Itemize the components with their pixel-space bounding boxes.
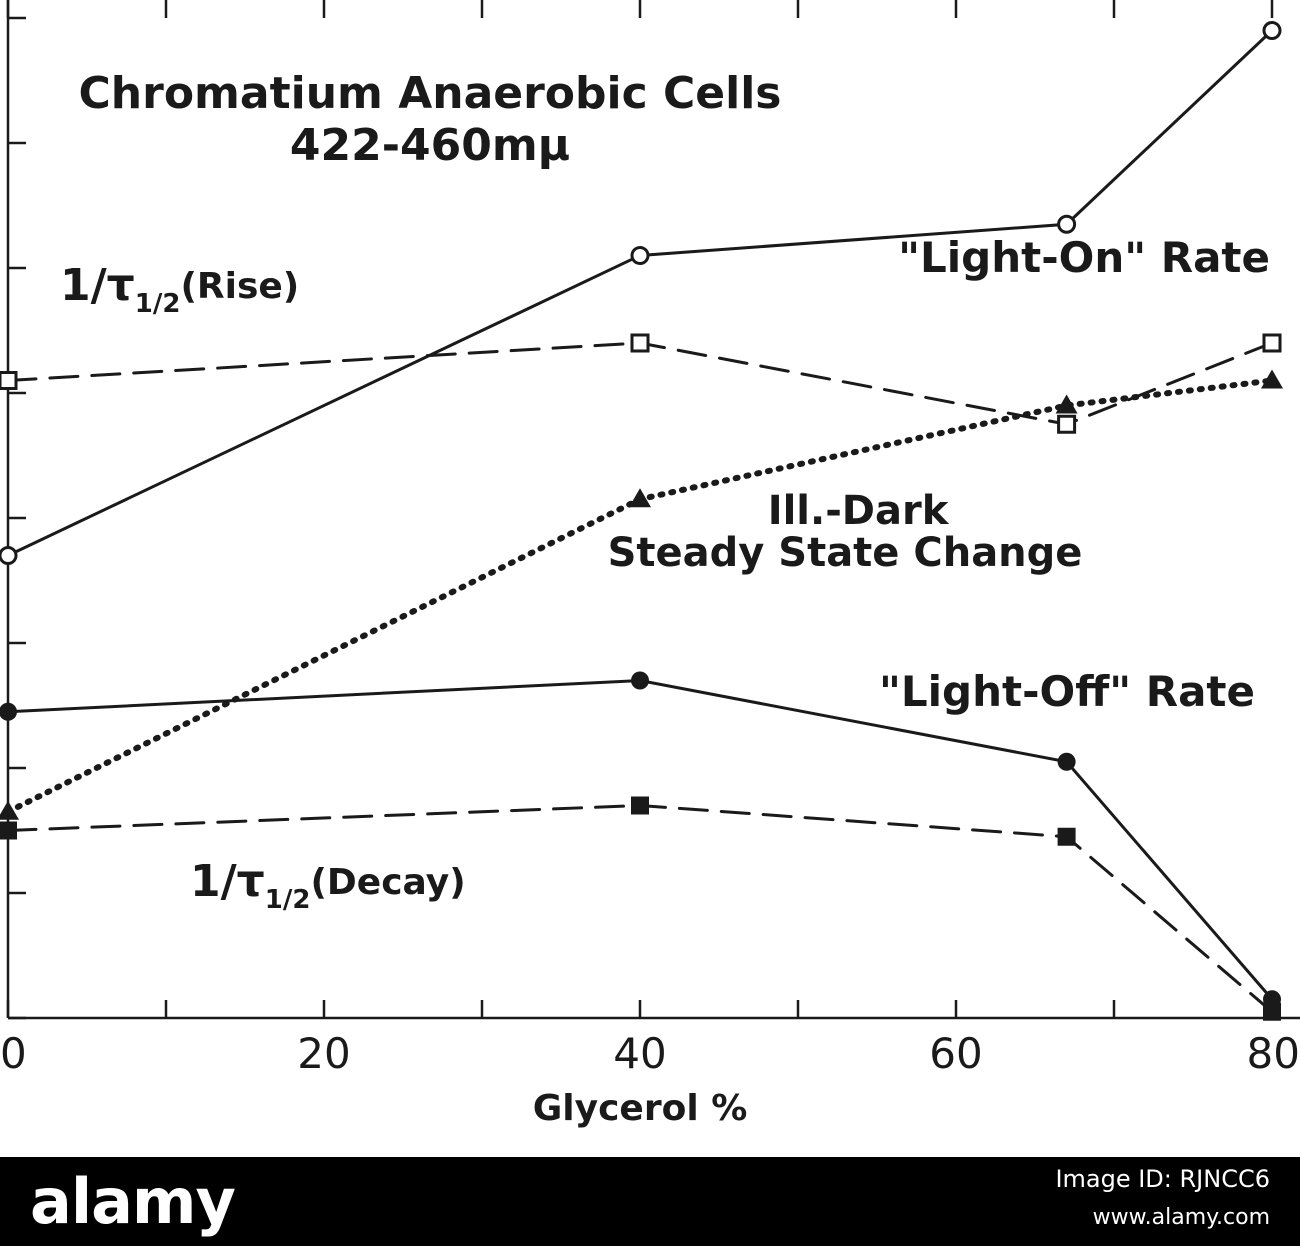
data-point — [1055, 394, 1078, 414]
data-point — [630, 333, 650, 353]
x-tick-label: 0 — [0, 1029, 27, 1078]
data-point — [1261, 369, 1283, 389]
series-3 — [0, 369, 1283, 820]
rise-label-suffix: (Rise) — [180, 266, 299, 307]
chart-title: Chromatium Anaerobic Cells — [79, 68, 782, 119]
data-point — [1263, 1002, 1281, 1021]
series-line — [6, 803, 1274, 1014]
decay-label: 1/τ1/2(Decay) — [190, 856, 466, 915]
ill-dark-label-line1: Ill.-Dark — [768, 488, 950, 534]
x-tick-label: 40 — [613, 1029, 666, 1078]
data-point — [1057, 752, 1076, 771]
series-layer — [0, 21, 1283, 1021]
rise-label-prefix: 1/τ — [60, 260, 135, 311]
data-point — [631, 671, 649, 690]
data-point — [0, 821, 17, 840]
data-point — [1262, 333, 1282, 353]
series-line — [6, 29, 1274, 557]
ill-dark-label-line2: Steady State Change — [608, 530, 1083, 576]
light-on-label: "Light-On" Rate — [898, 233, 1270, 282]
chart-subtitle: 422-460mμ — [290, 120, 570, 171]
data-point — [630, 246, 650, 265]
series-2 — [0, 333, 1282, 434]
x-tick-labels: 0 20 40 60 80 — [0, 1029, 1300, 1078]
series-line — [5, 377, 1275, 815]
rise-label-sub: 1/2 — [135, 289, 181, 319]
brand-logo[interactable]: alamy — [30, 1165, 236, 1238]
decay-label-prefix: 1/τ — [190, 856, 265, 907]
site-url[interactable]: www.alamy.com — [1092, 1205, 1270, 1230]
series-1 — [0, 21, 1282, 565]
data-point — [629, 488, 651, 508]
x-tick-label: 20 — [297, 1029, 350, 1078]
data-point — [0, 800, 19, 820]
y-ticks — [8, 16, 26, 1020]
series-4 — [0, 671, 1281, 1009]
data-point — [0, 546, 18, 565]
x-tick-label: 80 — [1247, 1029, 1300, 1078]
data-point — [1057, 414, 1077, 434]
light-off-label: "Light-Off" Rate — [879, 667, 1255, 716]
image-id: Image ID: RJNCC6 — [1055, 1165, 1270, 1193]
series-5 — [0, 796, 1281, 1021]
rise-label: 1/τ1/2(Rise) — [60, 260, 299, 319]
data-point — [1057, 214, 1077, 234]
x-tick-label: 60 — [929, 1029, 982, 1078]
watermark-footer: alamy Image ID: RJNCC6 www.alamy.com — [0, 1157, 1300, 1246]
decay-label-sub: 1/2 — [265, 885, 311, 915]
x-axis-label: Glycerol % — [533, 1088, 748, 1129]
data-point — [0, 702, 17, 721]
x-ticks — [6, 0, 1274, 1018]
series-line — [6, 341, 1274, 426]
chart: 0 20 40 60 80 Chromatium Anaerobic Cells 422… — [0, 0, 1300, 1129]
series-line — [6, 678, 1274, 1001]
decay-label-suffix: (Decay) — [310, 862, 465, 903]
data-point — [1262, 21, 1282, 40]
data-point — [1057, 827, 1076, 846]
data-point — [631, 796, 649, 815]
axes: 0 20 40 60 80 — [0, 0, 1300, 1078]
data-point — [0, 371, 18, 390]
